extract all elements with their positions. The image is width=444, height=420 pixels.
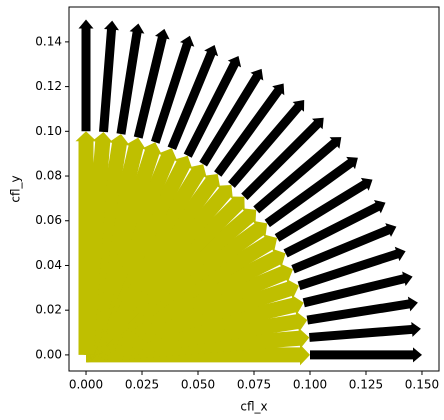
y-tick-label: 0.14 xyxy=(35,34,62,48)
x-tick-label: 0.150 xyxy=(405,378,439,392)
x-tick-label: 0.125 xyxy=(349,378,383,392)
arrow xyxy=(241,117,324,200)
arrow xyxy=(297,246,406,291)
x-tick-label: 0.000 xyxy=(69,378,103,392)
arrow xyxy=(264,156,358,228)
x-axis-label: cfl_x xyxy=(240,400,267,414)
arrow xyxy=(306,296,418,325)
arrow xyxy=(291,223,397,274)
arrow xyxy=(167,45,219,150)
arrow xyxy=(228,100,305,188)
y-tick-label: 0.10 xyxy=(35,124,62,138)
arrow xyxy=(199,68,264,167)
arrow xyxy=(283,200,386,258)
x-tick-label: 0.050 xyxy=(181,378,215,392)
arrow xyxy=(214,83,285,177)
arrow xyxy=(253,137,342,214)
arrow xyxy=(183,56,242,158)
x-tick-label: 0.025 xyxy=(125,378,159,392)
arrow xyxy=(78,19,94,132)
y-tick-label: 0.12 xyxy=(35,79,62,93)
arrow xyxy=(310,347,422,363)
y-tick-label: 0.04 xyxy=(35,258,62,272)
y-tick-label: 0.06 xyxy=(35,213,62,227)
arrow xyxy=(274,177,373,242)
y-tick-label: 0.08 xyxy=(35,169,62,183)
arrow xyxy=(99,20,119,133)
y-axis-label: cfl_y xyxy=(9,175,23,202)
arrow xyxy=(302,271,413,308)
x-tick-label: 0.100 xyxy=(293,378,327,392)
arrow xyxy=(75,131,97,355)
y-tick-label: 0.02 xyxy=(35,303,62,317)
arrow xyxy=(309,322,421,342)
arrow xyxy=(116,23,145,135)
y-tick-label: 0.00 xyxy=(35,347,62,361)
arrow xyxy=(133,28,170,139)
x-tick-label: 0.075 xyxy=(237,378,271,392)
plot-frame xyxy=(68,6,440,372)
arrow xyxy=(151,35,195,144)
